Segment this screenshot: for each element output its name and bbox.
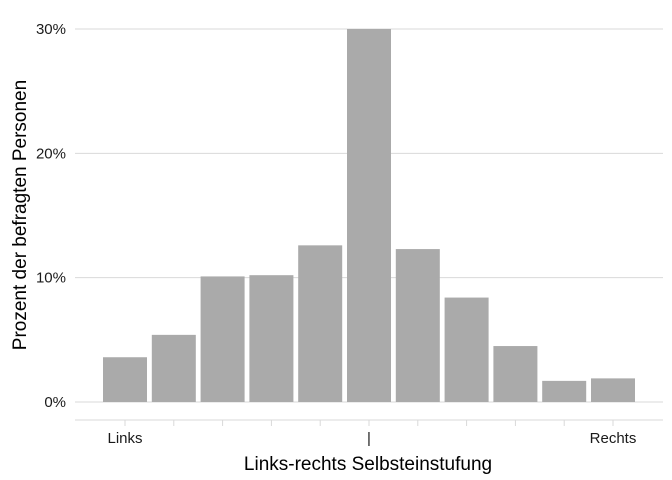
bar-8 bbox=[493, 346, 538, 402]
x-tick-label-0: Links bbox=[107, 430, 142, 447]
y-tick-label-0: 0% bbox=[44, 394, 66, 411]
bar-0 bbox=[103, 357, 147, 402]
x-tick-label-10: Rechts bbox=[590, 430, 637, 447]
bar-7 bbox=[444, 297, 489, 402]
bars bbox=[103, 29, 635, 402]
bar-4 bbox=[298, 245, 343, 402]
y-tick-label-20: 20% bbox=[36, 145, 66, 162]
y-tick-label-10: 10% bbox=[36, 270, 66, 287]
x-axis-title: Links-rechts Selbsteinstufung bbox=[244, 454, 492, 475]
y-axis-title: Prozent der befragten Personen bbox=[10, 80, 31, 350]
bar-5 bbox=[347, 29, 391, 402]
x-axis-ticks: Links | Rechts bbox=[107, 420, 636, 447]
x-tick-label-5: | bbox=[367, 430, 371, 447]
y-tick-label-30: 30% bbox=[36, 21, 66, 38]
bar-10 bbox=[591, 378, 635, 402]
bar-9 bbox=[542, 380, 587, 402]
y-axis-ticks: 0% 10% 20% 30% bbox=[36, 21, 66, 411]
bar-3 bbox=[249, 275, 294, 402]
bar-2 bbox=[200, 276, 245, 402]
bar-1 bbox=[151, 334, 196, 402]
bar-6 bbox=[395, 249, 440, 402]
